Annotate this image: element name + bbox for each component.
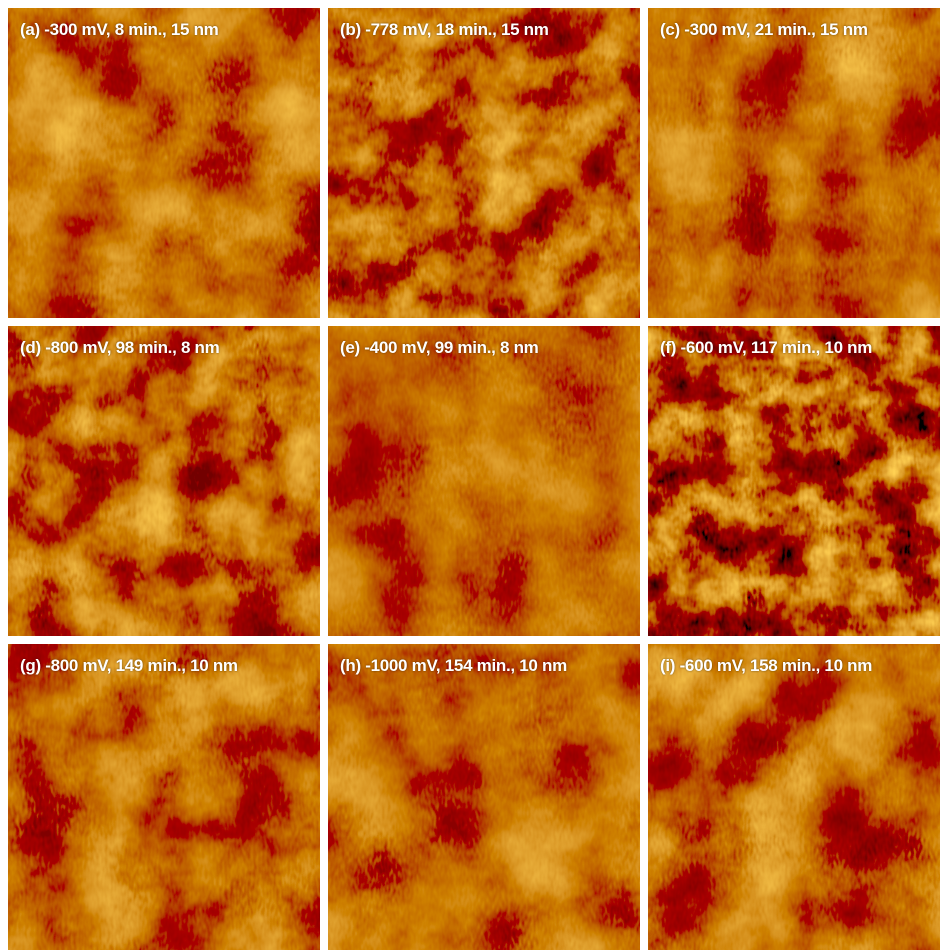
- panel-label: (d) -800 mV, 98 min., 8 nm: [20, 338, 219, 358]
- stm-surface: [8, 8, 320, 318]
- stm-surface: [648, 326, 940, 636]
- stm-image: (d) -800 mV, 98 min., 8 nm: [8, 326, 320, 636]
- figure: (a) -300 mV, 8 min., 15 nm (b) -778 mV, …: [0, 0, 948, 950]
- stm-surface: [8, 326, 320, 636]
- texture: [648, 644, 940, 950]
- texture: [648, 326, 940, 636]
- stm-image: (h) -1000 mV, 154 min., 10 nm: [328, 644, 640, 950]
- panel-label: (g) -800 mV, 149 min., 10 nm: [20, 656, 238, 676]
- texture: [8, 8, 320, 318]
- panel-label: (e) -400 mV, 99 min., 8 nm: [340, 338, 539, 358]
- panel-label: (i) -600 mV, 158 min., 10 nm: [660, 656, 872, 676]
- texture: [328, 8, 640, 318]
- panel-label: (b) -778 mV, 18 min., 15 nm: [340, 20, 549, 40]
- stm-surface: [328, 8, 640, 318]
- stm-image: (e) -400 mV, 99 min., 8 nm: [328, 326, 640, 636]
- stm-surface: [328, 326, 640, 636]
- panel-label: (h) -1000 mV, 154 min., 10 nm: [340, 656, 567, 676]
- stm-image: (g) -800 mV, 149 min., 10 nm: [8, 644, 320, 950]
- panel-label: (a) -300 mV, 8 min., 15 nm: [20, 20, 219, 40]
- stm-image: (c) -300 mV, 21 min., 15 nm: [648, 8, 940, 318]
- stm-image: (b) -778 mV, 18 min., 15 nm: [328, 8, 640, 318]
- texture: [328, 326, 640, 636]
- texture: [328, 644, 640, 950]
- panel-label: (f) -600 mV, 117 min., 10 nm: [660, 338, 872, 358]
- stm-surface: [328, 644, 640, 950]
- stm-surface: [648, 8, 940, 318]
- texture: [648, 8, 940, 318]
- panel-label: (c) -300 mV, 21 min., 15 nm: [660, 20, 868, 40]
- stm-surface: [648, 644, 940, 950]
- texture: [8, 644, 320, 950]
- texture: [8, 326, 320, 636]
- stm-image: (f) -600 mV, 117 min., 10 nm: [648, 326, 940, 636]
- stm-image: (i) -600 mV, 158 min., 10 nm: [648, 644, 940, 950]
- stm-image: (a) -300 mV, 8 min., 15 nm: [8, 8, 320, 318]
- stm-surface: [8, 644, 320, 950]
